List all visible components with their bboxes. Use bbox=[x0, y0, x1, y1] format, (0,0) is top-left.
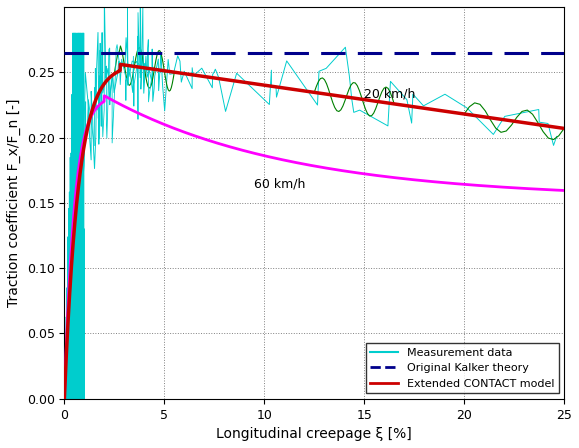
Text: 60 km/h: 60 km/h bbox=[254, 177, 306, 190]
Text: 20 km/h: 20 km/h bbox=[364, 87, 416, 100]
X-axis label: Longitudinal creepage ξ [%]: Longitudinal creepage ξ [%] bbox=[217, 427, 412, 441]
Y-axis label: Traction coefficient F_x/F_n [-]: Traction coefficient F_x/F_n [-] bbox=[7, 99, 21, 307]
Legend: Measurement data, Original Kalker theory, Extended CONTACT model: Measurement data, Original Kalker theory… bbox=[365, 343, 559, 393]
